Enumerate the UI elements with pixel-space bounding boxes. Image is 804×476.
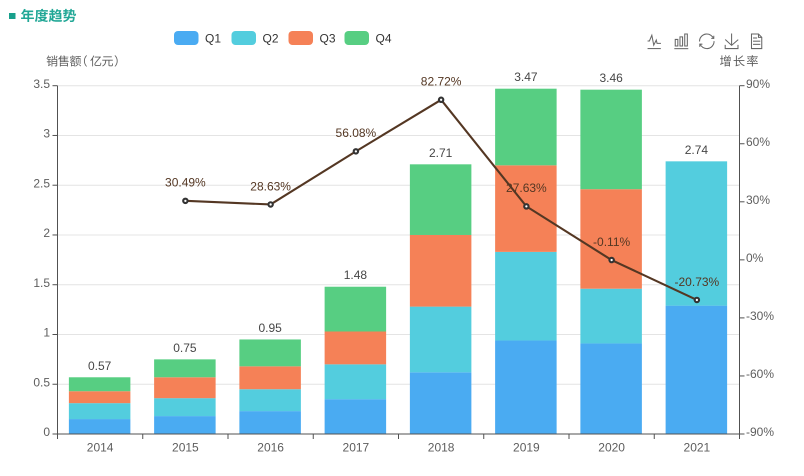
svg-text:-30%: -30% [746, 309, 774, 323]
svg-text:56.08%: 56.08% [336, 126, 377, 140]
svg-text:30.49%: 30.49% [165, 176, 206, 190]
svg-text:2.5: 2.5 [33, 176, 50, 190]
svg-text:0.57: 0.57 [88, 359, 112, 373]
svg-text:3.5: 3.5 [33, 77, 50, 91]
svg-text:30%: 30% [746, 193, 770, 207]
svg-text:-60%: -60% [746, 367, 774, 381]
svg-text:Q4: Q4 [376, 32, 392, 46]
svg-text:2.74: 2.74 [685, 143, 709, 157]
svg-text:-0.11%: -0.11% [593, 235, 630, 249]
svg-text:2020: 2020 [598, 441, 625, 455]
svg-text:2019: 2019 [513, 441, 540, 455]
svg-text:Q1: Q1 [205, 32, 221, 46]
svg-text:2014: 2014 [87, 441, 114, 455]
svg-text:Q3: Q3 [320, 32, 336, 46]
svg-text:3.47: 3.47 [514, 70, 538, 84]
svg-text:2021: 2021 [684, 441, 711, 455]
svg-text:Q2: Q2 [263, 32, 279, 46]
svg-text:82.72%: 82.72% [421, 75, 462, 89]
svg-text:-90%: -90% [746, 425, 774, 439]
svg-text:60%: 60% [746, 135, 770, 149]
svg-text:2.71: 2.71 [429, 146, 453, 160]
svg-text:0: 0 [43, 425, 50, 439]
svg-text:2017: 2017 [343, 441, 370, 455]
svg-text:1.48: 1.48 [344, 268, 368, 282]
svg-text:2015: 2015 [172, 441, 199, 455]
svg-text:0%: 0% [746, 251, 764, 265]
svg-text:3: 3 [43, 127, 50, 141]
svg-text:1.5: 1.5 [33, 276, 50, 290]
svg-text:2016: 2016 [257, 441, 284, 455]
svg-text:-20.73%: -20.73% [675, 275, 720, 289]
svg-text:3.46: 3.46 [599, 71, 623, 85]
svg-text:28.63%: 28.63% [250, 179, 291, 193]
svg-text:90%: 90% [746, 77, 770, 91]
svg-text:1: 1 [43, 326, 50, 340]
svg-text:0.95: 0.95 [258, 321, 282, 335]
svg-text:2: 2 [43, 226, 50, 240]
svg-text:0.5: 0.5 [33, 375, 50, 389]
svg-text:27.63%: 27.63% [506, 181, 547, 195]
svg-text:0.75: 0.75 [173, 341, 197, 355]
svg-text:2018: 2018 [428, 441, 455, 455]
